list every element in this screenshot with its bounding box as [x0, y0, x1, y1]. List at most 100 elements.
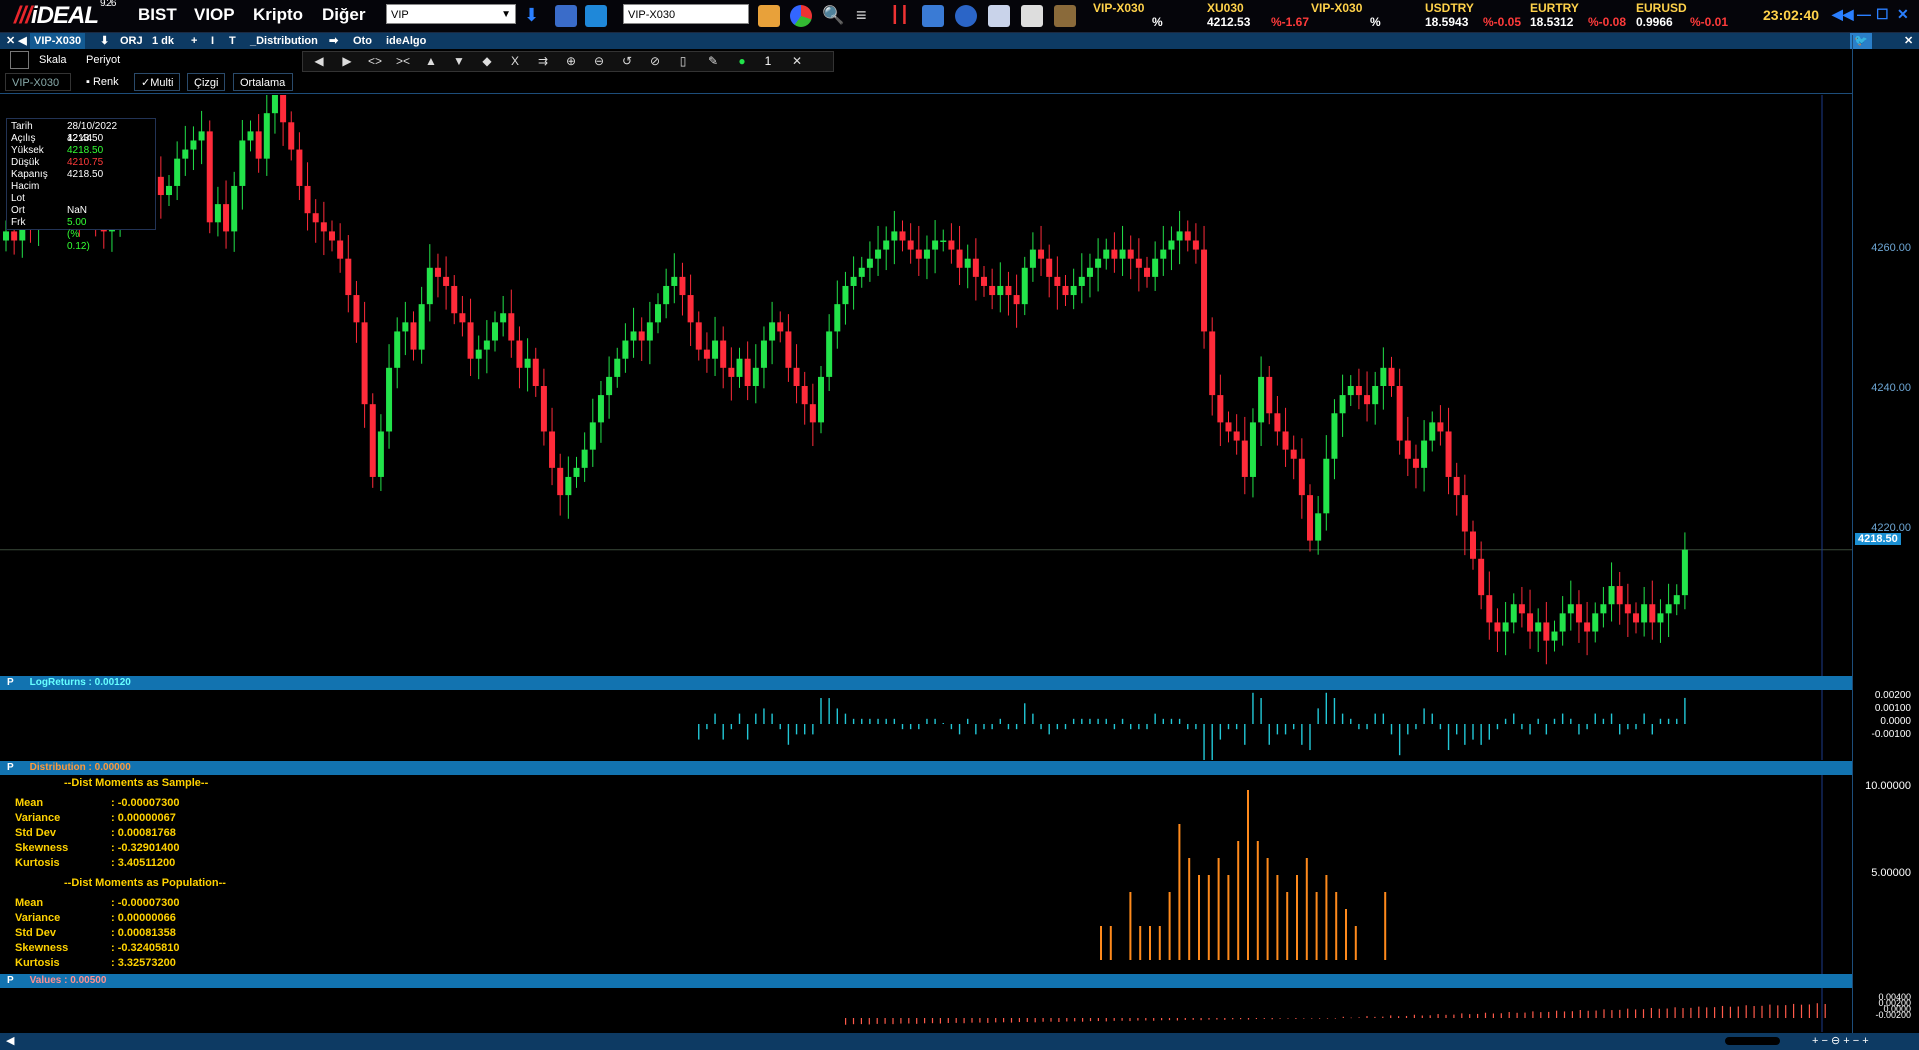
return-bar [1553, 718, 1556, 724]
refresh-icon[interactable]: ↺ [621, 54, 633, 68]
search-icon[interactable]: 🔍 [822, 5, 845, 25]
candle-body [1649, 604, 1656, 623]
candle-body [1535, 622, 1542, 632]
zoom-out-icon[interactable]: ⊖ [593, 54, 605, 68]
value-bar [916, 1018, 918, 1024]
cizgi-button[interactable]: Çizgi [187, 73, 226, 91]
bar-list-icon[interactable]: ≡ [856, 5, 867, 25]
periyot-button[interactable]: Periyot [86, 54, 121, 66]
stat-label: Variance [15, 812, 61, 824]
tab-distribution[interactable]: _Distribution [250, 35, 318, 47]
return-bar [771, 713, 773, 724]
value-bar [1018, 1018, 1020, 1023]
disk-icon[interactable] [955, 5, 977, 27]
menu-bist[interactable]: BIST [138, 5, 177, 24]
zoom-in-icon[interactable]: ⊕ [565, 54, 577, 68]
block-icon[interactable]: ⊘ [649, 54, 661, 68]
collapse-icon[interactable]: >< [395, 54, 410, 68]
candlestick-chart[interactable] [0, 95, 1852, 677]
arrow-right-icon[interactable]: ▶ [342, 54, 352, 68]
value-bar [924, 1018, 926, 1024]
shift-icon[interactable]: ⇉ [537, 54, 549, 68]
multi-button[interactable]: ✓Multi [134, 73, 181, 91]
maximize-icon[interactable]: ☐ [1876, 6, 1889, 22]
values-panel-header[interactable]: P Values : 0.00500 [0, 974, 1852, 988]
menu-diger[interactable]: Diğer [322, 5, 366, 24]
info-value: 4213.50 [67, 133, 104, 144]
value-bar [1129, 1018, 1131, 1022]
scroll-left-icon[interactable]: ◀ [6, 1035, 15, 1047]
back-icon[interactable]: ◀◀ [1832, 6, 1854, 22]
distribution-histogram[interactable] [0, 775, 1852, 975]
ticker-change: %-0.01 [1690, 15, 1729, 29]
brush-icon[interactable] [1054, 5, 1076, 27]
distribution-panel-header[interactable]: P Distribution : 0.00000 [0, 761, 1852, 775]
minimize-icon[interactable]: — [1857, 6, 1871, 22]
arrow-up-icon[interactable]: ▲ [425, 54, 437, 68]
symbol-field[interactable]: VIP-X030 [5, 73, 71, 91]
tab-period[interactable]: 1 dk [152, 35, 175, 47]
window-icon[interactable] [922, 5, 944, 27]
hist-bar [1227, 875, 1230, 960]
values-chart[interactable] [0, 988, 1852, 1032]
scroll-thumb[interactable] [1725, 1037, 1780, 1045]
candle-body [801, 386, 808, 405]
close-icon[interactable]: ✕ [791, 54, 803, 68]
candle-body [214, 204, 221, 223]
logreturns-panel-header[interactable]: P LogReturns : 0.00120 [0, 676, 1852, 690]
ticker-change: %-0.05 [1483, 15, 1522, 29]
skala-button[interactable]: Skala [39, 54, 67, 66]
trash-icon[interactable]: ▯ [679, 54, 687, 68]
lr-tick: 0.00200 [1874, 690, 1911, 701]
folder-icon[interactable] [758, 5, 780, 27]
market-select[interactable]: VIP ▼ [386, 4, 516, 24]
symbol-input[interactable]: VIP-X030 [623, 4, 749, 24]
expand-icon[interactable]: <> [367, 54, 382, 68]
tab-plus[interactable]: + [191, 35, 198, 47]
return-bar [1333, 697, 1336, 724]
tab-oto[interactable]: Oto [353, 35, 372, 47]
value-bar [1445, 1014, 1447, 1018]
value-bar [1698, 1006, 1700, 1018]
monitor-icon[interactable] [585, 5, 607, 27]
candle-body [1038, 249, 1045, 259]
candle-icon[interactable]: ┃┃ [890, 7, 910, 24]
tab-i[interactable]: I [211, 35, 215, 47]
right-arrow-icon[interactable]: ➡ [329, 35, 339, 47]
candle-body [655, 304, 661, 323]
line-width-value[interactable]: 1 [764, 54, 772, 68]
save-icon[interactable] [555, 5, 577, 27]
tab-orj[interactable]: ORJ [120, 35, 143, 47]
candle-body [1249, 422, 1256, 477]
close-tab-icon[interactable]: ✕ ◀ [6, 35, 27, 47]
tab-idealgo[interactable]: ideAlgo [386, 35, 427, 47]
pie-chart-icon[interactable] [790, 5, 812, 27]
renk-button[interactable]: ▪ Renk [86, 76, 119, 88]
tab-t[interactable]: T [229, 35, 236, 47]
zoom-controls-icon[interactable]: + − ⊖ + − + [1812, 1035, 1869, 1047]
twitter-icon[interactable]: 🐦 [1850, 33, 1872, 49]
ticker-change: %-1.67 [1271, 15, 1310, 29]
color-dot-icon[interactable]: ● [738, 54, 746, 68]
candle-body [972, 258, 979, 277]
cart-icon[interactable] [1021, 5, 1043, 27]
close-window-icon[interactable]: ✕ [1904, 35, 1914, 47]
arrow-left-icon[interactable]: ◀ [314, 54, 324, 68]
candle-body [1502, 622, 1509, 632]
cross-icon[interactable]: X [510, 54, 519, 68]
close-icon[interactable]: ✕ [1897, 6, 1909, 22]
logreturns-chart[interactable] [0, 690, 1852, 760]
value-bar [1650, 1007, 1652, 1018]
save-icon[interactable] [10, 51, 29, 69]
tab-symbol[interactable]: VIP-X030 [30, 33, 86, 49]
updown-icon[interactable]: ◆ [482, 54, 492, 68]
menu-viop[interactable]: VIOP [194, 5, 235, 24]
down-arrow-icon[interactable]: ⬇ [100, 35, 110, 47]
menu-kripto[interactable]: Kripto [253, 5, 304, 24]
cube-icon[interactable] [988, 5, 1010, 27]
pen-icon[interactable]: ✎ [707, 54, 719, 68]
arrow-down-icon[interactable]: ▼ [453, 54, 465, 68]
download-icon[interactable]: ⬇ [524, 5, 540, 25]
price-axis[interactable]: 4260.00 4240.00 4220.00 4218.50 [1853, 95, 1919, 677]
ortalama-button[interactable]: Ortalama [233, 73, 293, 91]
